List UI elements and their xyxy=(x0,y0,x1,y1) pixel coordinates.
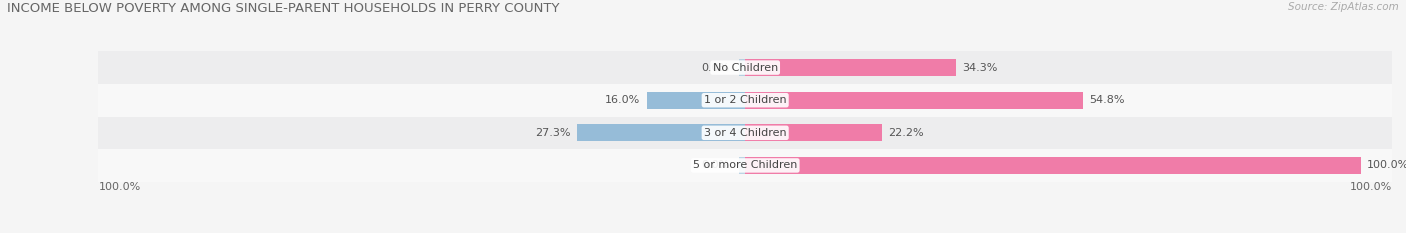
Text: 34.3%: 34.3% xyxy=(963,63,998,72)
Text: 100.0%: 100.0% xyxy=(1367,161,1406,170)
Text: 0.0%: 0.0% xyxy=(702,161,730,170)
Text: 5 or more Children: 5 or more Children xyxy=(693,161,797,170)
Bar xyxy=(98,84,1392,116)
Text: No Children: No Children xyxy=(713,63,778,72)
Bar xyxy=(740,59,745,76)
Text: 100.0%: 100.0% xyxy=(1350,182,1392,192)
Text: Source: ZipAtlas.com: Source: ZipAtlas.com xyxy=(1288,2,1399,12)
Bar xyxy=(745,92,1083,109)
Text: 1 or 2 Children: 1 or 2 Children xyxy=(704,95,786,105)
Text: 0.0%: 0.0% xyxy=(702,63,730,72)
Text: 16.0%: 16.0% xyxy=(605,95,641,105)
Bar xyxy=(647,92,745,109)
Bar xyxy=(745,124,882,141)
Text: 22.2%: 22.2% xyxy=(889,128,924,138)
Bar xyxy=(740,157,745,174)
Text: 27.3%: 27.3% xyxy=(536,128,571,138)
Text: 100.0%: 100.0% xyxy=(98,182,141,192)
Bar xyxy=(745,157,1361,174)
Text: 54.8%: 54.8% xyxy=(1088,95,1125,105)
Bar xyxy=(98,51,1392,84)
Bar xyxy=(98,116,1392,149)
Bar xyxy=(98,149,1392,182)
Bar xyxy=(745,59,956,76)
Text: 3 or 4 Children: 3 or 4 Children xyxy=(704,128,786,138)
Text: INCOME BELOW POVERTY AMONG SINGLE-PARENT HOUSEHOLDS IN PERRY COUNTY: INCOME BELOW POVERTY AMONG SINGLE-PARENT… xyxy=(7,2,560,15)
Bar xyxy=(576,124,745,141)
